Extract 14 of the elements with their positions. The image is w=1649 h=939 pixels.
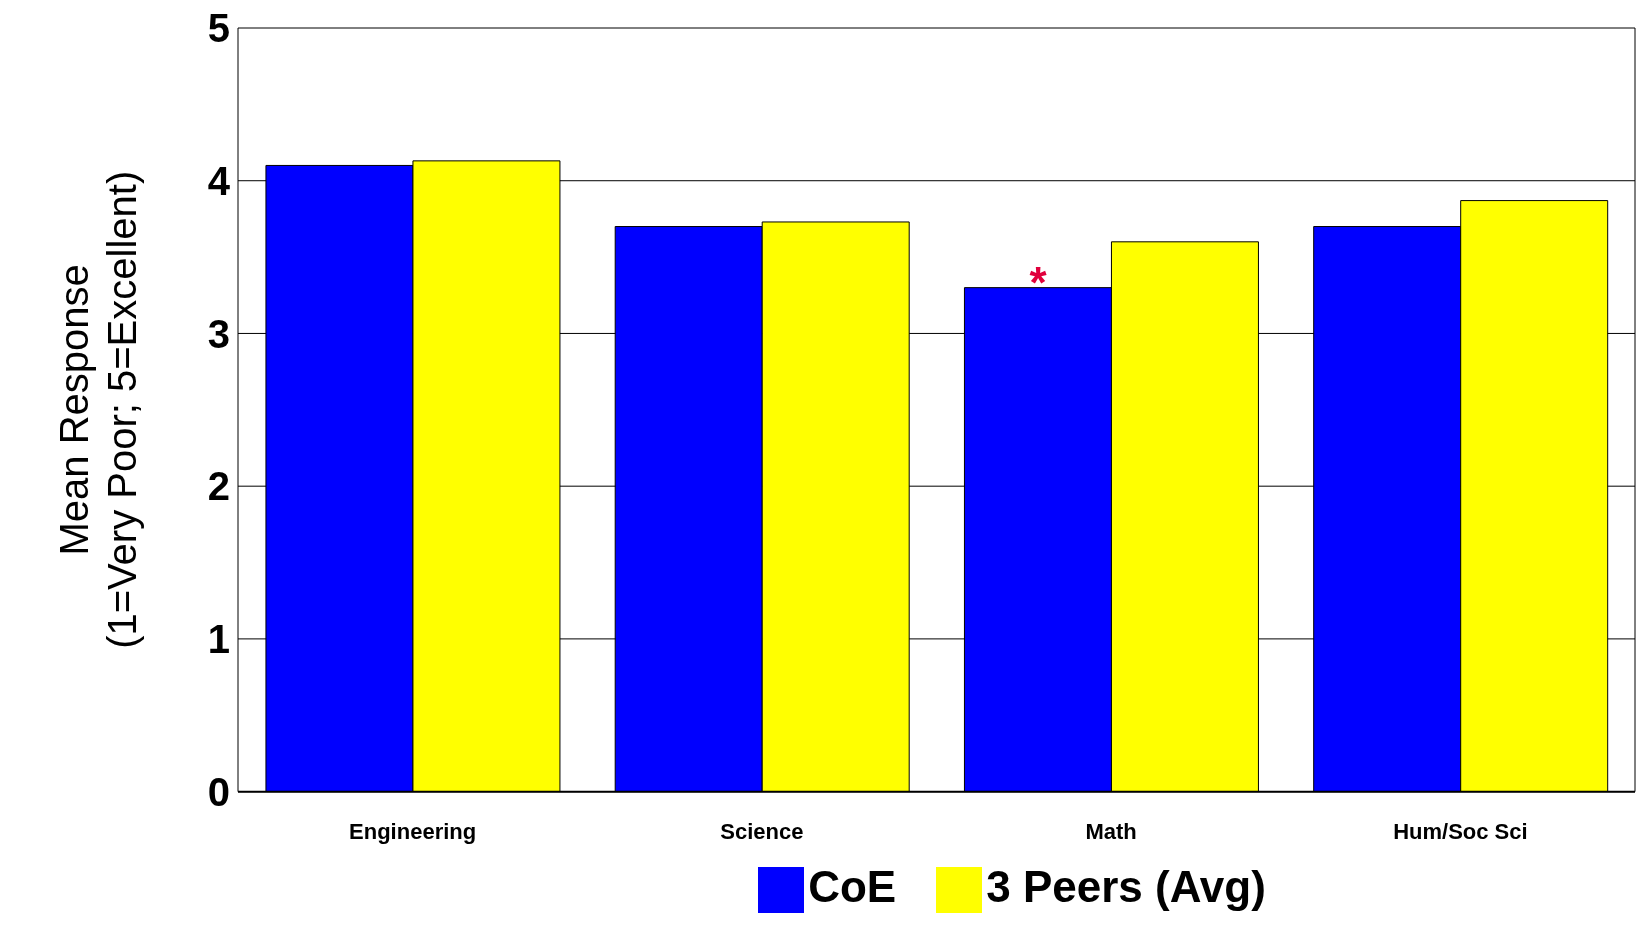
y-axis-title: Mean Response (1=Very Poor; 5=Excellent) — [52, 170, 144, 649]
legend-label: CoE — [808, 861, 897, 911]
annotation: * — [1029, 257, 1048, 307]
x-tick-label: Science — [720, 819, 804, 845]
y-tick-label: 1 — [207, 617, 230, 662]
y-tick-label: 2 — [207, 464, 230, 509]
y-tick-label: 3 — [207, 311, 230, 356]
x-tick-label: Math — [1085, 819, 1137, 845]
y-tick-label: 5 — [207, 6, 230, 51]
x-tick-label: Engineering — [349, 819, 477, 845]
legend-label: 3 Peers (Avg) — [986, 861, 1266, 911]
y-tick-label: 4 — [207, 158, 231, 203]
y-tick-label: 0 — [207, 769, 230, 814]
x-tick-label: Hum/Soc Sci — [1393, 819, 1528, 845]
